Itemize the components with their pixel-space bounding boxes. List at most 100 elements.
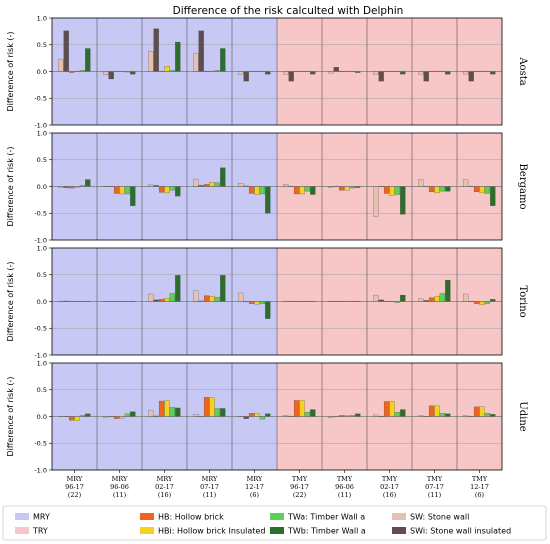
bar	[373, 294, 379, 302]
x-tick-label: MRY	[157, 475, 173, 483]
x-tick-label: 12-17	[470, 483, 489, 491]
legend-swatch	[15, 513, 29, 520]
city-label: Bergamo	[517, 164, 528, 210]
x-tick-label: (6)	[475, 491, 485, 499]
bar	[248, 186, 255, 194]
x-tick-label: 07-17	[425, 483, 444, 491]
x-tick-label: TMY	[292, 475, 308, 483]
x-tick-label: (11)	[428, 491, 442, 499]
bar	[158, 186, 165, 193]
y-tick-label: 0.5	[37, 271, 47, 279]
bar	[265, 413, 271, 417]
bar	[203, 397, 210, 417]
y-tick-label: 0.0	[37, 183, 47, 191]
bar	[463, 71, 469, 75]
bar	[265, 301, 271, 319]
y-tick-label: -1.0	[34, 121, 47, 129]
bar	[428, 186, 435, 192]
x-tick-label: TMY	[337, 475, 353, 483]
bar	[484, 413, 491, 417]
bar	[85, 179, 91, 187]
bar	[203, 184, 210, 187]
bar	[344, 186, 350, 191]
panels: 1.0 0.5 0.0 -0.5 -1.0 Difference of risk (-) A…	[6, 14, 528, 474]
bar	[428, 405, 435, 417]
y-tick-label: 1.0	[37, 14, 47, 22]
legend-swatch	[140, 513, 154, 520]
bar	[394, 412, 401, 417]
legend-label: SWi: Stone wall insulated	[410, 527, 511, 536]
bar	[254, 413, 260, 417]
bar	[439, 293, 446, 302]
y-axis-label: Difference of risk (-)	[6, 261, 15, 341]
legend-swatch	[270, 527, 284, 534]
bar	[378, 71, 384, 82]
chart-title: Difference of the risk calculted with De…	[173, 5, 404, 17]
y-tick-label: -0.5	[34, 325, 47, 333]
bar	[220, 408, 226, 417]
bar	[214, 297, 221, 302]
y-tick-label: -1.0	[34, 236, 47, 244]
bar	[238, 292, 244, 302]
bar	[304, 186, 311, 192]
y-tick-label: -0.5	[34, 440, 47, 448]
bar	[490, 186, 496, 206]
x-tick-label: MRY	[67, 475, 83, 483]
panel-udine: 1.0 0.5 0.0 -0.5 -1.0 Difference of risk (-) U…	[6, 359, 528, 474]
legend-swatch	[392, 527, 406, 534]
bar	[113, 186, 120, 194]
bar	[175, 41, 181, 72]
bar	[220, 48, 226, 72]
bar	[418, 179, 424, 187]
bar	[400, 409, 406, 417]
bar	[175, 275, 181, 302]
bar	[164, 298, 170, 302]
bar	[428, 297, 435, 302]
y-tick-label: 0.5	[37, 386, 47, 394]
bar	[400, 294, 406, 302]
y-tick-label: 0.5	[37, 41, 47, 49]
bar	[193, 290, 199, 302]
bar	[400, 186, 406, 215]
bar	[389, 186, 395, 196]
bar	[283, 71, 289, 75]
bar	[153, 28, 159, 72]
x-axis: MRY96-17(22)MRY96-06(11)MRY02-17(16)MRY0…	[65, 470, 489, 499]
bar	[108, 71, 114, 80]
bar	[119, 186, 125, 195]
bar	[124, 413, 131, 417]
bar	[203, 295, 210, 302]
bar	[439, 186, 446, 192]
bar	[248, 301, 255, 304]
legend-swatch	[392, 513, 406, 520]
bar	[68, 416, 75, 421]
y-tick-label: 0.5	[37, 156, 47, 164]
bar	[479, 301, 485, 305]
y-tick-label: 0.0	[37, 413, 47, 421]
y-tick-label: -0.5	[34, 95, 47, 103]
bar	[85, 48, 91, 72]
bar	[193, 53, 199, 72]
bar	[463, 179, 469, 187]
legend-swatch	[15, 527, 29, 534]
bar	[479, 406, 485, 417]
bar	[490, 71, 496, 75]
bar	[193, 414, 199, 417]
bar	[394, 186, 401, 195]
bar	[148, 51, 154, 72]
x-tick-label: (22)	[293, 491, 307, 499]
y-tick-label: -1.0	[34, 466, 47, 474]
panel-torino: 1.0 0.5 0.0 -0.5 -1.0 Difference of risk (-) T…	[6, 244, 528, 359]
legend-swatch	[140, 527, 154, 534]
bar	[58, 59, 64, 72]
bar	[169, 407, 176, 417]
x-tick-label: 02-17	[155, 483, 174, 491]
bar	[254, 301, 260, 305]
bar	[113, 416, 120, 419]
bar	[304, 412, 311, 417]
legend-label: TRY	[32, 527, 48, 536]
panel-aosta: 1.0 0.5 0.0 -0.5 -1.0 Difference of risk (-) A…	[6, 14, 528, 129]
bar	[434, 296, 440, 302]
y-tick-label: 0.0	[37, 298, 47, 306]
bar	[283, 184, 289, 187]
